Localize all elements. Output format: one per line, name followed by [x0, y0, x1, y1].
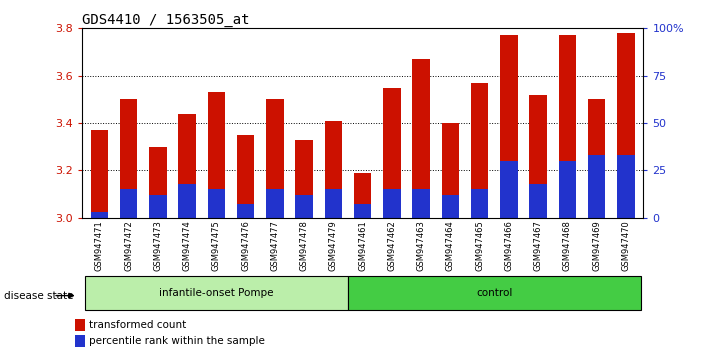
Bar [383, 189, 400, 218]
Bar [617, 33, 635, 218]
Text: GSM947466: GSM947466 [504, 220, 513, 271]
Bar [208, 189, 225, 218]
Text: GSM947477: GSM947477 [270, 220, 279, 271]
Bar [178, 114, 196, 218]
Text: GDS4410 / 1563505_at: GDS4410 / 1563505_at [82, 13, 250, 27]
Text: GSM947475: GSM947475 [212, 220, 221, 271]
Text: GSM947469: GSM947469 [592, 220, 601, 271]
Text: GSM947464: GSM947464 [446, 220, 455, 271]
Bar [500, 35, 518, 218]
Bar [588, 99, 606, 218]
Bar [90, 130, 108, 218]
Bar [442, 195, 459, 218]
Bar [354, 173, 371, 218]
Text: GSM947461: GSM947461 [358, 220, 367, 271]
Text: percentile rank within the sample: percentile rank within the sample [89, 336, 265, 346]
Bar [295, 195, 313, 218]
Bar [149, 195, 166, 218]
Bar [178, 184, 196, 218]
Text: control: control [476, 288, 513, 298]
Text: GSM947463: GSM947463 [417, 220, 426, 271]
Bar [75, 319, 85, 331]
Bar [530, 95, 547, 218]
Bar [266, 99, 284, 218]
Text: GSM947479: GSM947479 [329, 220, 338, 271]
Bar [588, 155, 606, 218]
Bar [237, 204, 255, 218]
Text: GSM947470: GSM947470 [621, 220, 631, 271]
Bar [471, 83, 488, 218]
Bar [471, 189, 488, 218]
Text: GSM947476: GSM947476 [241, 220, 250, 271]
Text: infantile-onset Pompe: infantile-onset Pompe [159, 288, 274, 298]
Bar [85, 276, 348, 310]
Text: GSM947467: GSM947467 [534, 220, 542, 271]
Bar [119, 189, 137, 218]
Bar [75, 335, 85, 347]
Bar [500, 161, 518, 218]
Bar [90, 212, 108, 218]
Text: GSM947471: GSM947471 [95, 220, 104, 271]
Bar [412, 189, 430, 218]
Text: GSM947465: GSM947465 [475, 220, 484, 271]
Bar [559, 161, 576, 218]
Bar [383, 87, 400, 218]
Text: GSM947472: GSM947472 [124, 220, 133, 271]
Bar [354, 204, 371, 218]
Bar [325, 121, 342, 218]
Bar [119, 99, 137, 218]
Bar [412, 59, 430, 218]
Text: GSM947474: GSM947474 [183, 220, 191, 271]
Bar [559, 35, 576, 218]
Text: GSM947478: GSM947478 [299, 220, 309, 271]
Bar [617, 155, 635, 218]
Bar [442, 123, 459, 218]
Text: GSM947473: GSM947473 [154, 220, 162, 271]
Text: GSM947462: GSM947462 [387, 220, 396, 271]
Bar [266, 189, 284, 218]
Text: GSM947468: GSM947468 [563, 220, 572, 271]
Bar [348, 276, 641, 310]
Bar [530, 184, 547, 218]
Text: transformed count: transformed count [89, 320, 186, 330]
Bar [325, 189, 342, 218]
Bar [149, 147, 166, 218]
Text: disease state: disease state [4, 291, 73, 301]
Bar [295, 139, 313, 218]
Bar [208, 92, 225, 218]
Bar [237, 135, 255, 218]
